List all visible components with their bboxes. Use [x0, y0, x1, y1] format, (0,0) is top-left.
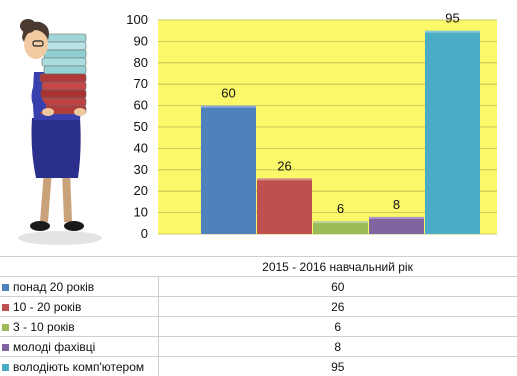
series-value: 26 [158, 297, 517, 317]
series-name: володіють комп'ютером [13, 360, 144, 374]
category-label: 2015 - 2016 навчальний рік [158, 257, 517, 277]
y-tick-label: 90 [134, 33, 148, 48]
legend-key [2, 364, 9, 371]
series-value: 60 [158, 277, 517, 297]
y-tick-label: 50 [134, 119, 148, 134]
legend-key [2, 284, 9, 291]
y-tick-label: 30 [134, 162, 148, 177]
bar-highlight [313, 221, 368, 223]
table-row: володіють комп'ютером 95 [0, 357, 517, 376]
series-name: 10 - 20 років [13, 300, 81, 314]
bar [369, 217, 424, 234]
data-table: 2015 - 2016 навчальний рік понад 20 рокі… [0, 256, 517, 376]
y-tick-label: 10 [134, 205, 148, 220]
bar-highlight [201, 106, 256, 108]
legend-key [2, 304, 9, 311]
y-axis: 0 10 20 30 40 50 60 70 80 90 100 [126, 12, 148, 241]
bar [201, 106, 256, 234]
series-name: понад 20 років [13, 280, 94, 294]
y-tick-label: 100 [126, 12, 148, 27]
legend-key [2, 344, 9, 351]
table-header-row: 2015 - 2016 навчальний рік [0, 257, 517, 277]
legend-key [2, 324, 9, 331]
y-tick-label: 40 [134, 140, 148, 155]
bar-highlight [257, 178, 312, 180]
y-tick-label: 70 [134, 76, 148, 91]
data-label: 95 [445, 11, 459, 26]
table-row: понад 20 років 60 [0, 277, 517, 297]
bar-highlight [425, 31, 480, 33]
series-value: 8 [158, 337, 517, 357]
series-value: 6 [158, 317, 517, 337]
bar [257, 178, 312, 234]
series-name: молоді фахівці [13, 340, 95, 354]
y-tick-label: 0 [141, 226, 148, 241]
y-tick-label: 20 [134, 183, 148, 198]
data-label: 26 [277, 158, 291, 173]
data-label: 8 [393, 197, 400, 212]
table-row: 10 - 20 років 26 [0, 297, 517, 317]
series-value: 95 [158, 357, 517, 376]
y-tick-label: 60 [134, 98, 148, 113]
table-row: молоді фахівці 8 [0, 337, 517, 357]
bar-chart: 0 10 20 30 40 50 60 70 80 90 100 60 26 6 8 95 [0, 0, 517, 260]
bar-highlight [369, 217, 424, 219]
table-row: 3 - 10 років 6 [0, 317, 517, 337]
y-tick-label: 80 [134, 55, 148, 70]
data-label: 6 [337, 201, 344, 216]
bar [425, 31, 480, 234]
data-label: 60 [221, 86, 235, 101]
series-name: 3 - 10 років [13, 320, 75, 334]
